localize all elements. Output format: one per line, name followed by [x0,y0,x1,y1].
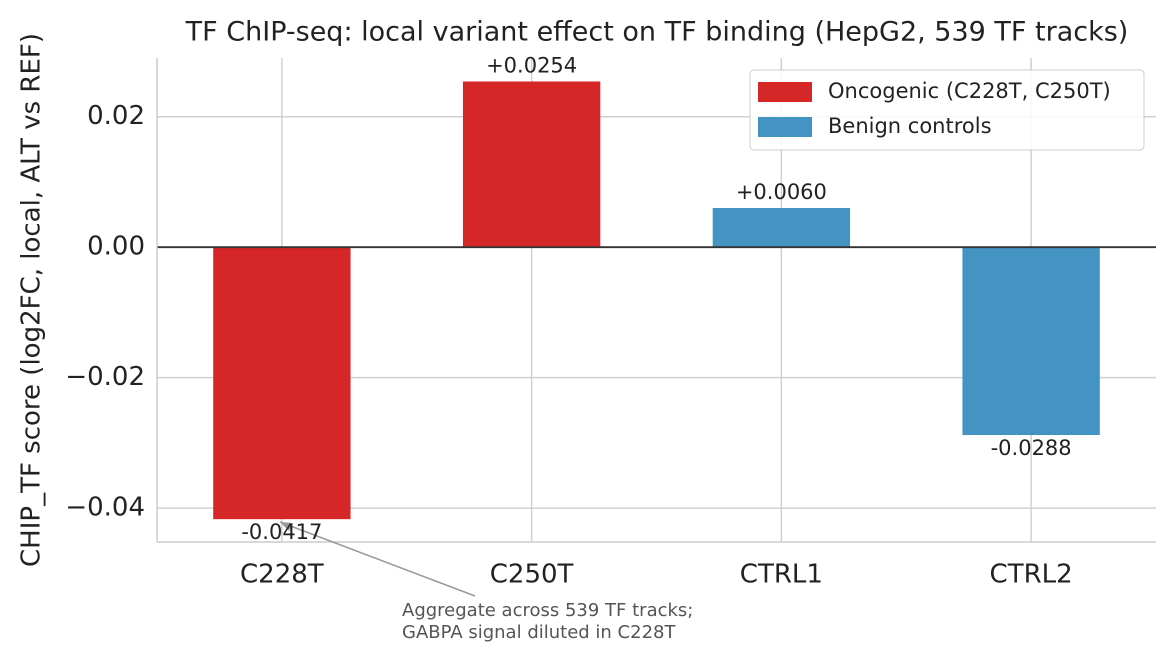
bar [962,247,1100,436]
value-label: +0.0254 [486,53,577,77]
value-label: -0.0417 [241,520,322,544]
x-tick-label: C250T [490,560,574,590]
legend [749,69,1145,151]
value-label: +0.0060 [736,180,827,204]
bar [462,81,601,248]
x-tick-label: CTRL1 [740,560,823,590]
annotation: Aggregate across 539 TF tracks; [402,600,693,621]
y-tick-label: 0.02 [87,101,145,131]
legend-swatch [758,82,812,102]
y-axis-label: CHIP_TF score (log2FC, local, ALT vs REF… [17,33,47,567]
legend-label: Benign controls [828,114,992,138]
y-tick-label: −0.02 [65,362,145,392]
annotation-arrow [279,521,476,597]
annotation: GABPA signal diluted in C228T [402,622,676,643]
value-label: -0.0288 [991,436,1072,460]
legend-label: Oncogenic (C228T, C250T) [828,79,1111,103]
chart-title: TF ChIP-seq: local variant effect on TF … [185,17,1129,48]
bar [213,247,351,520]
x-tick-label: C228T [240,560,324,590]
y-tick-label: 0.00 [87,232,145,262]
y-tick-label: −0.04 [65,493,145,523]
annotation-arrowhead [280,522,293,531]
x-tick-label: CTRL2 [990,560,1073,590]
legend-swatch [758,117,812,137]
bar [712,208,851,248]
